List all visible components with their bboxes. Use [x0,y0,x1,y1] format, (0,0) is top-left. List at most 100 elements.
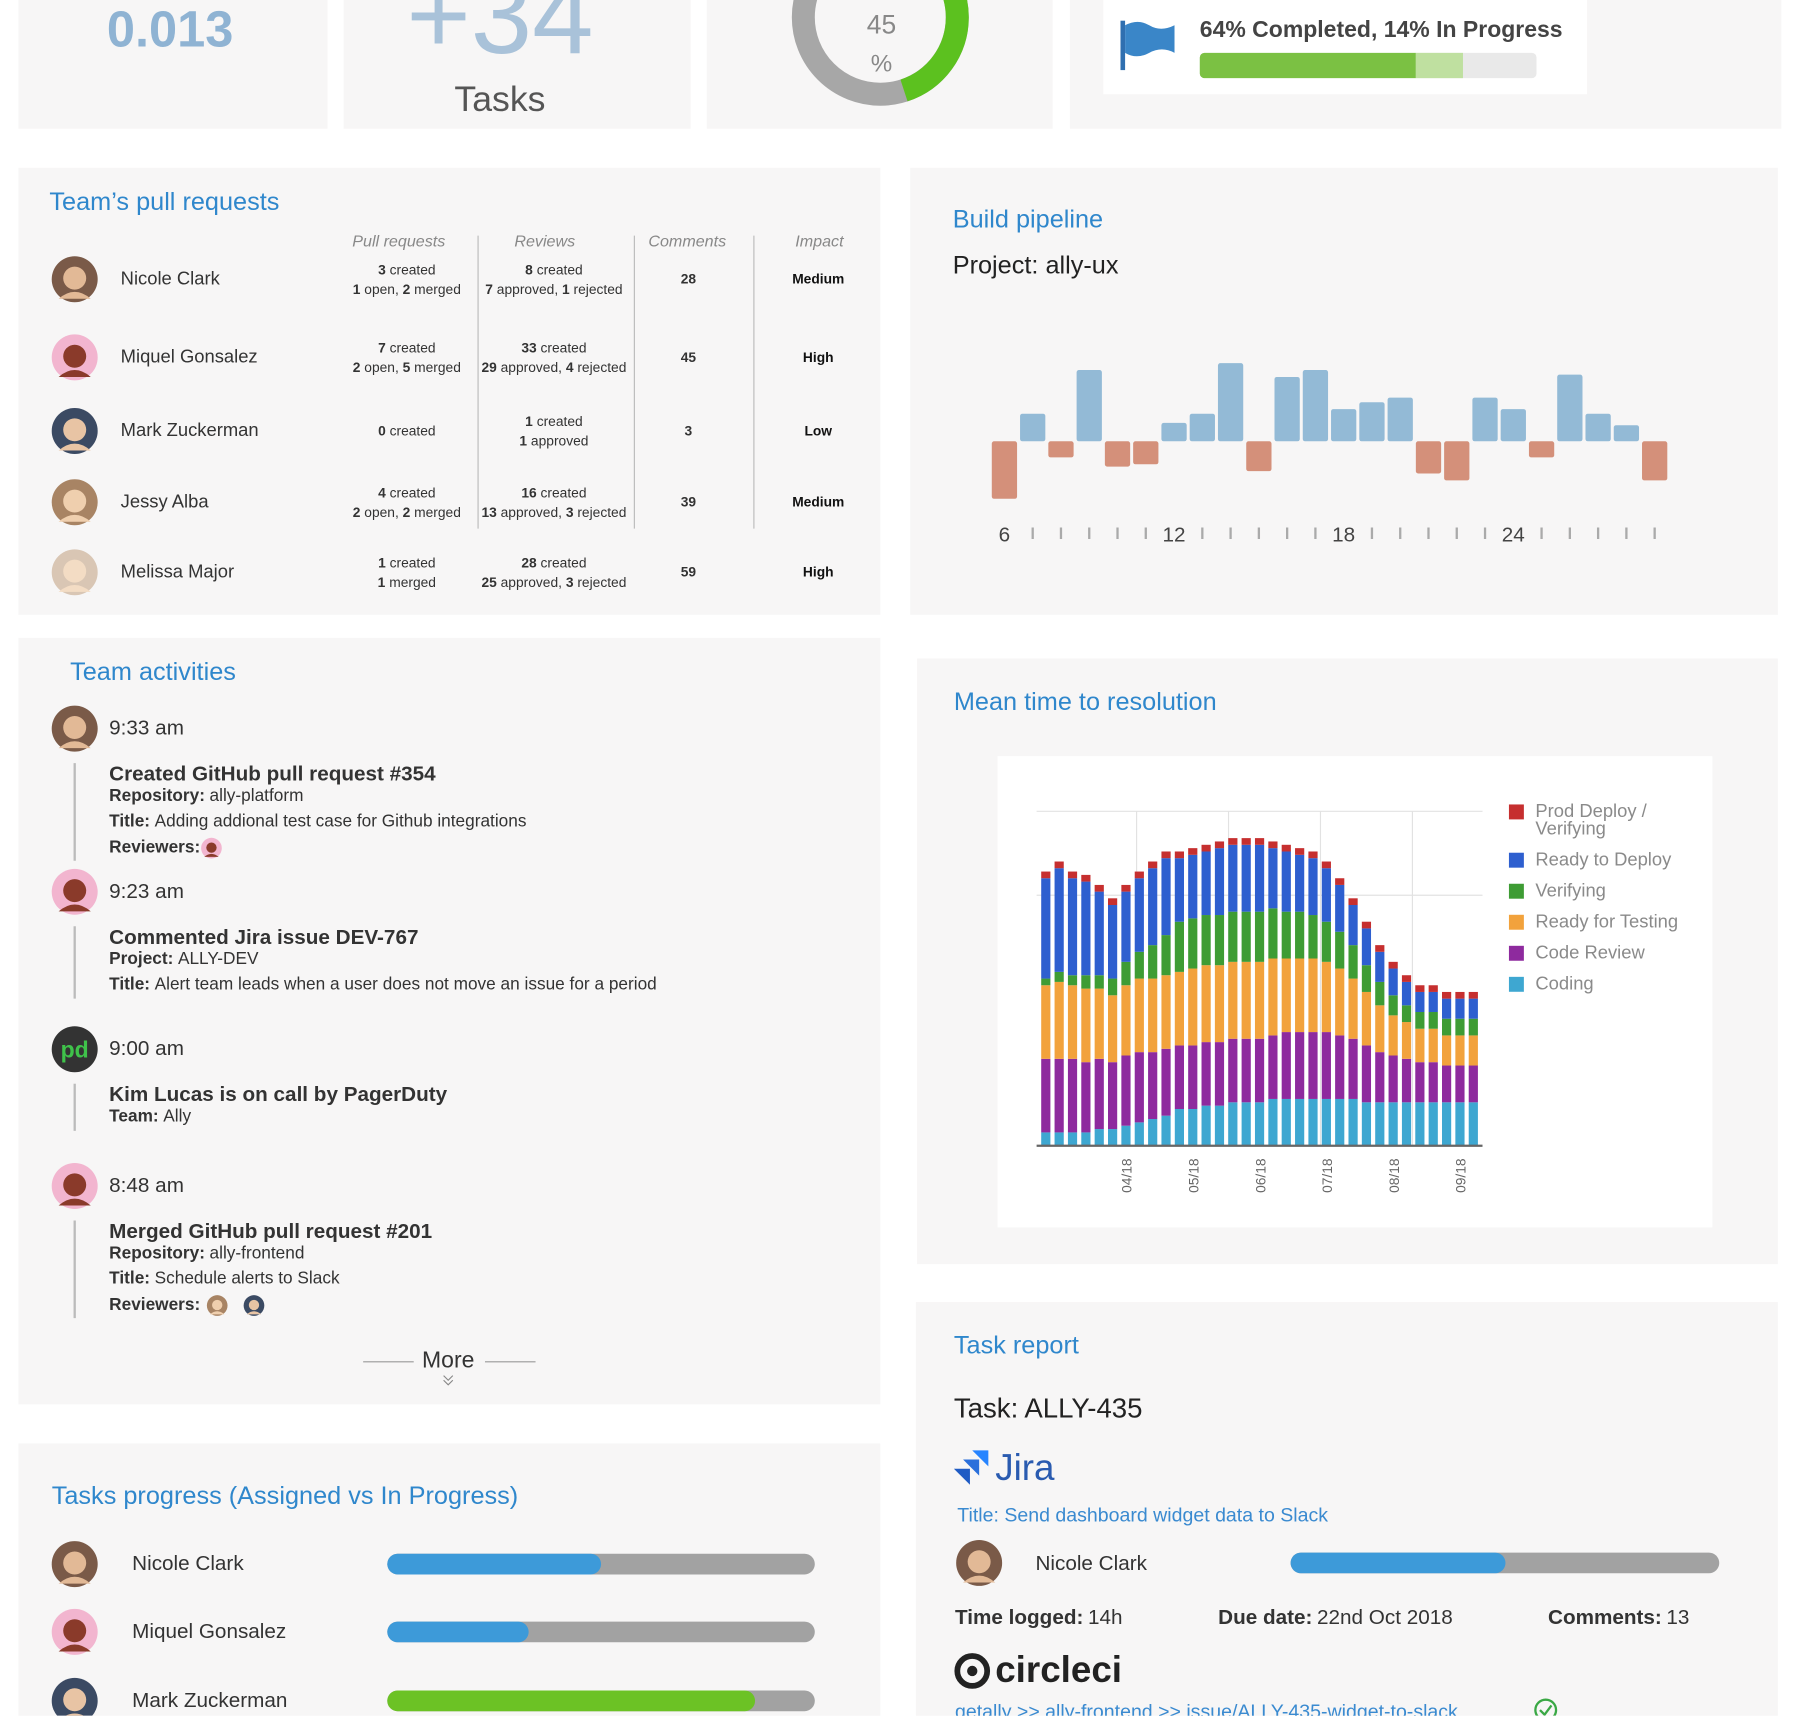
task-field: Due date: 22nd Oct 2018 [1218,1606,1453,1631]
bar-segment [1388,1102,1398,1146]
bar-segment [1335,878,1345,885]
assignee-name: Nicole Clark [1035,1551,1147,1575]
task-field: Comments: 13 [1548,1606,1689,1631]
bar-segment [1455,1102,1465,1146]
bar-segment [1148,1119,1158,1146]
bar-segment [1067,975,1078,986]
bar [991,441,1018,499]
avatar [201,837,222,859]
bar-segment [1067,1058,1078,1133]
impact: Medium [792,493,845,511]
avatar-face [63,879,87,903]
bar-segment [1268,848,1278,909]
stat-card [18,0,328,129]
bar-segment [1254,838,1265,845]
bar-segment [1174,851,1184,859]
bar-segment [1228,1102,1238,1146]
legend-item: Ready for Testing [1508,912,1679,933]
bar [1331,409,1357,442]
person-name: Nicole Clark [132,1551,244,1575]
bar-segment [1054,981,1064,1059]
person-name: Melissa Major [120,562,235,582]
bar-segment [1321,1032,1331,1099]
bar-segment [1134,871,1144,879]
bar-segment [1441,1102,1452,1146]
card-title: Build pipeline [952,204,1104,234]
tasks-progress-card [18,1443,881,1716]
bar-segment [1094,891,1104,976]
bar-segment [1148,868,1158,946]
bar [1020,413,1046,442]
avatar-body [58,1198,91,1206]
impact: High [802,349,834,366]
person-name: Mark Zuckerman [120,421,259,441]
goal-box [1103,0,1588,95]
avatar-face [63,489,87,513]
bar-segment [1241,1038,1251,1103]
bar-segment [1375,945,1385,952]
field-value: ally-frontend [209,1243,305,1264]
bar-segment [1228,844,1238,912]
bar-segment [1428,985,1438,992]
bar-segment [1134,978,1144,1053]
column-header: Pull requests [352,231,446,251]
activity-action: Created GitHub pull request #354 [109,762,436,786]
bar-segment [1468,998,1478,1019]
avatar-face [212,1299,223,1311]
tasks-delta: +34 [406,0,594,77]
bar-segment [1228,911,1238,962]
bar-segment [1388,1015,1398,1056]
activity-field: Repository: ally-platform [109,786,303,807]
bar-segment [1348,904,1358,946]
bar-segment [1348,898,1358,905]
avatar-body [58,443,91,451]
legend-label: Ready to Deploy [1535,850,1672,870]
bar-segment [1441,1065,1452,1103]
avatar-face [63,418,87,442]
bar [1302,370,1329,442]
person-name: Miquel Gonsalez [132,1619,287,1643]
avatar [51,1677,98,1716]
field-value: 13 [1666,1605,1690,1629]
avatar [51,407,98,454]
field-label: Title: [109,811,151,831]
bar-segment [1455,1065,1465,1103]
bar-segment [1401,975,1412,982]
bar-segment [1108,898,1118,905]
avatar [51,334,98,381]
bar [1557,374,1583,442]
bar [1500,409,1526,442]
bar-segment [1041,878,1051,979]
pr-line: 1 open, 2 merged [352,281,461,298]
avatar-face [63,1551,87,1575]
field-label: Comments: [1548,1605,1662,1629]
pr-line: 4 created [378,484,436,501]
pr-line: 2 open, 5 merged [352,359,461,376]
bar-segment [1348,945,1358,979]
bar-segment [1468,1018,1478,1036]
bar [1472,397,1498,442]
bar-segment [1335,1098,1345,1146]
bar [1444,441,1470,481]
avatar [51,1163,98,1209]
bar-segment [1428,1062,1438,1103]
impact: Low [804,422,833,439]
bar-segment [1121,961,1131,986]
comments-count: 45 [680,349,697,366]
bar-segment [1321,961,1331,1033]
bar-segment [1335,968,1345,1036]
bar-segment [1081,1062,1091,1133]
activities-card [18,637,881,1405]
field-label: Title: [109,1268,151,1289]
bar-segment [1281,958,1291,1033]
ci-link[interactable]: getally >> ally-frontend >> issue/ALLY-4… [955,1700,1458,1716]
more-button[interactable]: More [422,1348,475,1374]
field-value: ally-platform [209,786,304,806]
goal-completed [1199,52,1416,79]
bar-segment [1041,1132,1051,1146]
legend-label: Ready for Testing [1535,912,1679,933]
bar-segment [1067,878,1078,976]
bar-segment [1067,985,1078,1059]
legend-swatch [1508,883,1524,899]
bar-segment [1375,981,1385,1006]
